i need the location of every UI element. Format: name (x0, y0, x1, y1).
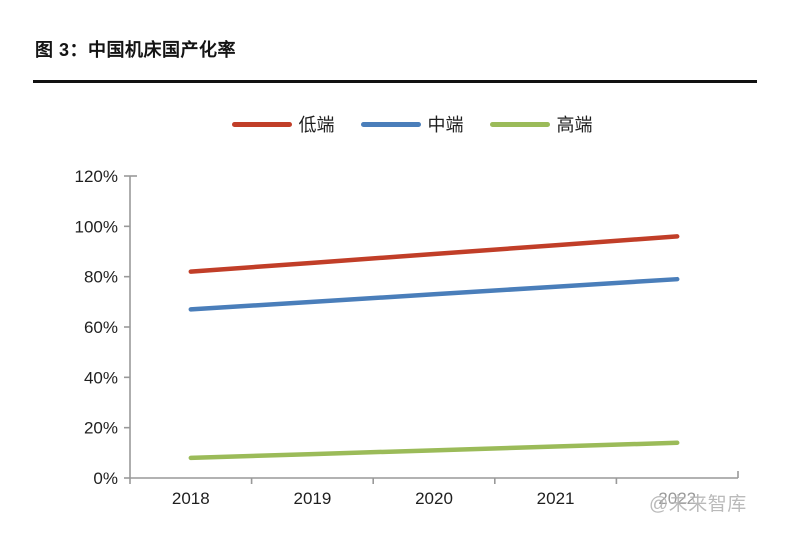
y-axis-label: 80% (84, 268, 118, 287)
y-axis-label: 0% (93, 469, 118, 488)
x-axis-label: 2021 (537, 489, 575, 508)
x-axis-label: 2020 (415, 489, 453, 508)
legend-label-high-end: 高端 (556, 115, 593, 135)
legend-item-mid-end: 中端 (360, 111, 464, 137)
legend-line-swatch-low-end (231, 121, 292, 127)
x-axis-label: 2022 (658, 489, 696, 508)
series-line-0 (188, 234, 680, 274)
y-axis-label: 120% (75, 167, 118, 186)
series-line-2 (188, 440, 680, 461)
legend-label-mid-end: 中端 (427, 115, 464, 135)
y-axis-label: 100% (75, 217, 118, 236)
legend-item-high-end: 高端 (489, 111, 593, 137)
legend-line-swatch-high-end (489, 121, 550, 127)
y-axis-label: 40% (84, 368, 118, 387)
legend-label-low-end: 低端 (298, 115, 335, 135)
x-axis-label: 2018 (172, 489, 210, 508)
chart-legend: 低端 中端 高端 (18, 111, 788, 137)
y-axis-label: 20% (84, 419, 118, 438)
watermark: @未来智库 (649, 494, 747, 515)
legend-line-swatch-mid-end (360, 121, 421, 127)
x-axis-label: 2019 (293, 489, 331, 508)
title-divider (33, 80, 757, 83)
figure-title: 图 3：中国机床国产化率 (35, 40, 237, 60)
legend-item-low-end: 低端 (231, 111, 335, 137)
series-line-1 (188, 276, 680, 312)
y-axis-label: 60% (84, 318, 118, 337)
